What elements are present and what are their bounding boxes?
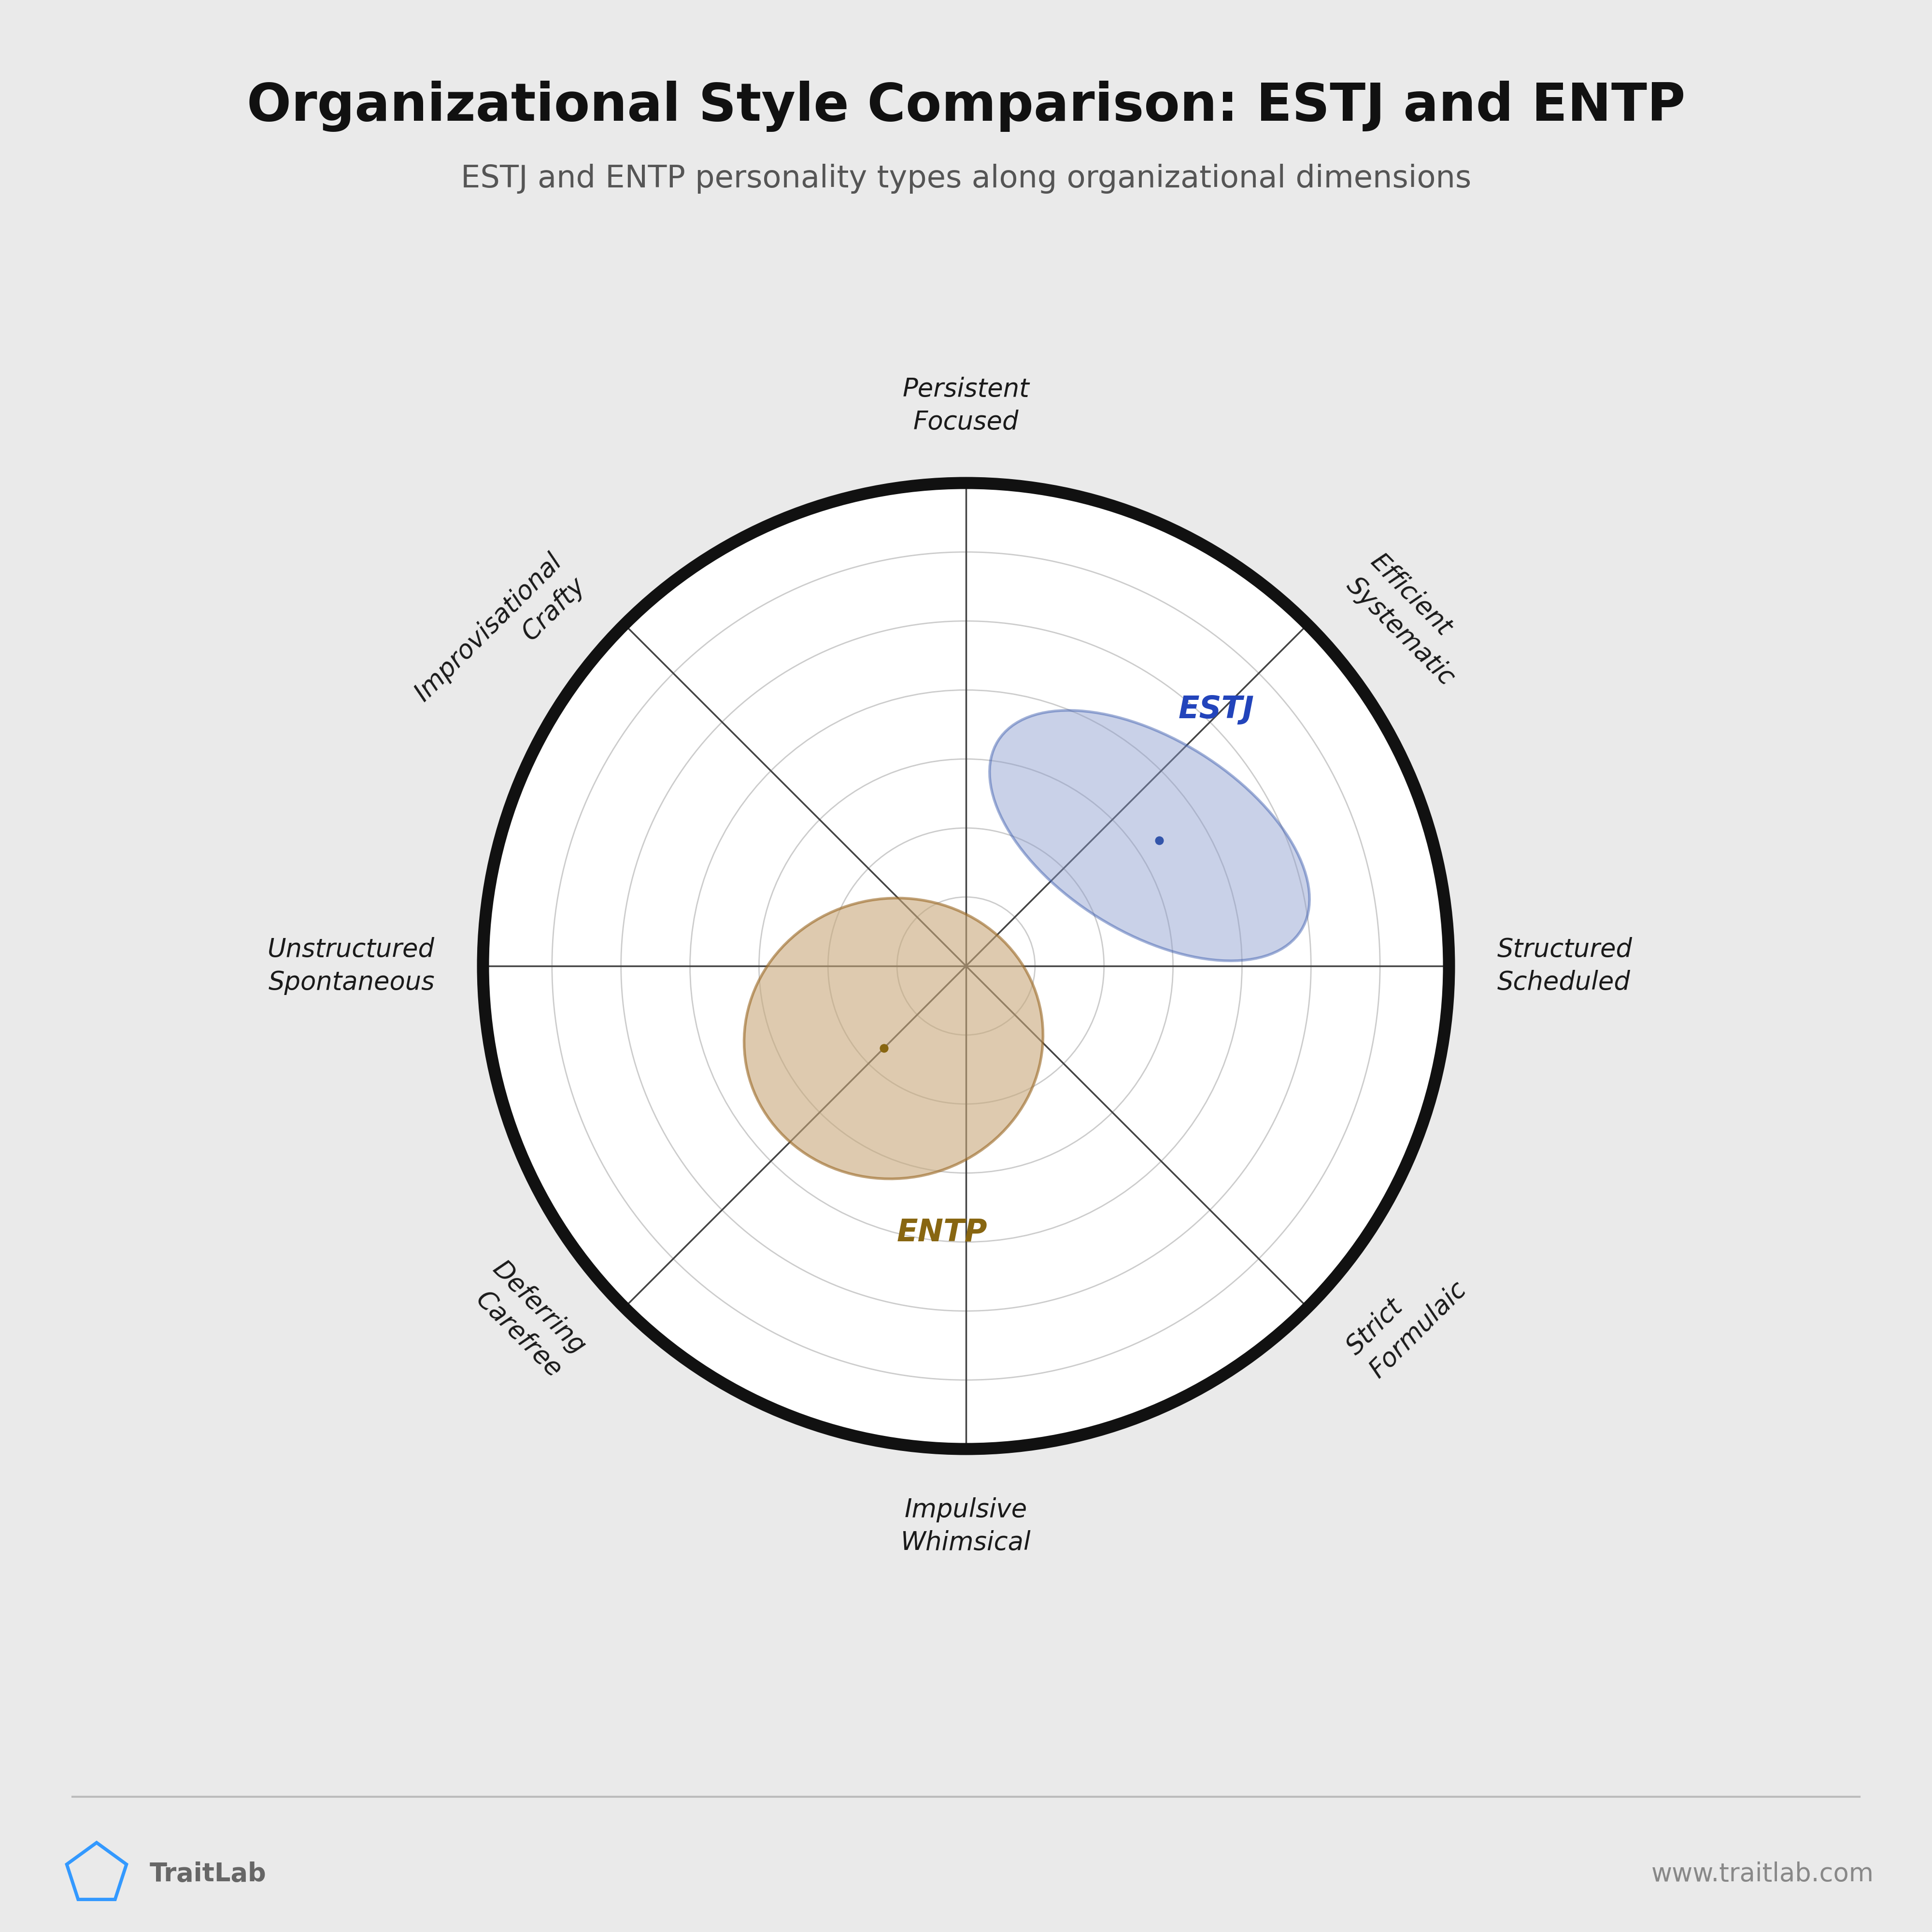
Text: ESTJ: ESTJ — [1179, 696, 1254, 724]
Text: Persistent
Focused: Persistent Focused — [902, 377, 1030, 435]
Text: Improvisational
Crafty: Improvisational Crafty — [410, 549, 591, 730]
Text: ESTJ and ENTP personality types along organizational dimensions: ESTJ and ENTP personality types along or… — [460, 164, 1472, 193]
Text: TraitLab: TraitLab — [151, 1862, 267, 1886]
Ellipse shape — [989, 711, 1310, 960]
Text: Strict
Formulaic: Strict Formulaic — [1341, 1254, 1472, 1383]
Circle shape — [483, 483, 1449, 1449]
Text: ENTP: ENTP — [896, 1217, 987, 1248]
Text: Efficient
Systematic: Efficient Systematic — [1341, 549, 1484, 690]
Text: www.traitlab.com: www.traitlab.com — [1652, 1862, 1874, 1886]
Text: Deferring
Carefree: Deferring Carefree — [464, 1256, 591, 1383]
Text: Unstructured
Spontaneous: Unstructured Spontaneous — [267, 937, 435, 995]
Text: Organizational Style Comparison: ESTJ and ENTP: Organizational Style Comparison: ESTJ an… — [247, 81, 1685, 131]
Ellipse shape — [744, 898, 1043, 1179]
Text: Structured
Scheduled: Structured Scheduled — [1497, 937, 1633, 995]
Text: Impulsive
Whimsical: Impulsive Whimsical — [900, 1497, 1032, 1555]
